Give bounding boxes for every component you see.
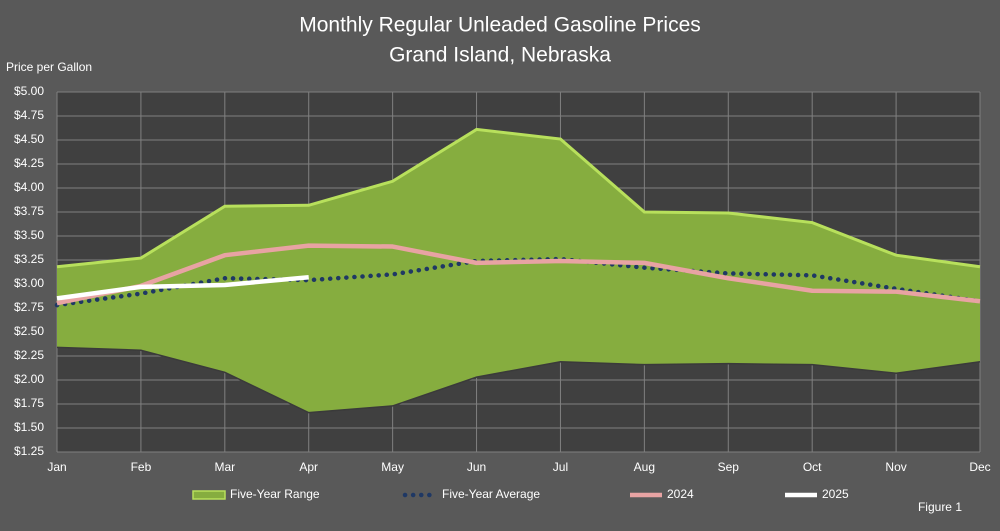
chart-subtitle: Grand Island, Nebraska (389, 44, 611, 67)
legend-swatch (192, 490, 226, 500)
legend-label: 2024 (667, 487, 694, 501)
y-tick-label: $4.25 (14, 156, 44, 170)
series-line (54, 256, 983, 308)
x-tick-label: Feb (131, 460, 152, 474)
legend-label: 2025 (822, 487, 849, 501)
x-tick-label: Jun (467, 460, 486, 474)
y-tick-label: $3.25 (14, 252, 44, 266)
y-tick-label: $3.75 (14, 204, 44, 218)
x-tick-label: Mar (214, 460, 235, 474)
x-tick-label: Jul (553, 460, 568, 474)
y-tick-label: $5.00 (14, 84, 44, 98)
y-tick-label: $3.50 (14, 228, 44, 242)
y-tick-label: $1.50 (14, 420, 44, 434)
x-tick-label: Nov (885, 460, 906, 474)
y-tick-label: $2.50 (14, 324, 44, 338)
y-tick-label: $2.25 (14, 348, 44, 362)
y-tick-label: $3.00 (14, 276, 44, 290)
y-tick-label: $4.00 (14, 180, 44, 194)
range-high-edge (56, 127, 981, 269)
series-line (56, 275, 309, 301)
chart-title: Monthly Regular Unleaded Gasoline Prices (299, 14, 701, 37)
y-tick-label: $4.50 (14, 132, 44, 146)
x-tick-label: Jan (47, 460, 66, 474)
annotation: Figure 1 (918, 500, 962, 514)
y-tick-label: $1.75 (14, 396, 44, 410)
y-tick-label: $2.00 (14, 372, 44, 386)
legend-label: Five-Year Average (442, 487, 540, 501)
x-tick-label: Sep (718, 460, 740, 474)
y-axis-label: Price per Gallon (6, 60, 92, 74)
y-tick-label: $2.75 (14, 300, 44, 314)
x-tick-label: Dec (969, 460, 990, 474)
range-area (57, 129, 980, 413)
legend-label: Five-Year Range (230, 487, 320, 501)
series-line (56, 243, 981, 306)
x-tick-label: May (381, 460, 404, 474)
y-tick-label: $4.75 (14, 108, 44, 122)
x-tick-label: Apr (299, 460, 318, 474)
range-low-edge (56, 346, 981, 414)
y-tick-label: $1.25 (14, 444, 44, 458)
x-tick-label: Aug (634, 460, 655, 474)
x-tick-label: Oct (803, 460, 822, 474)
